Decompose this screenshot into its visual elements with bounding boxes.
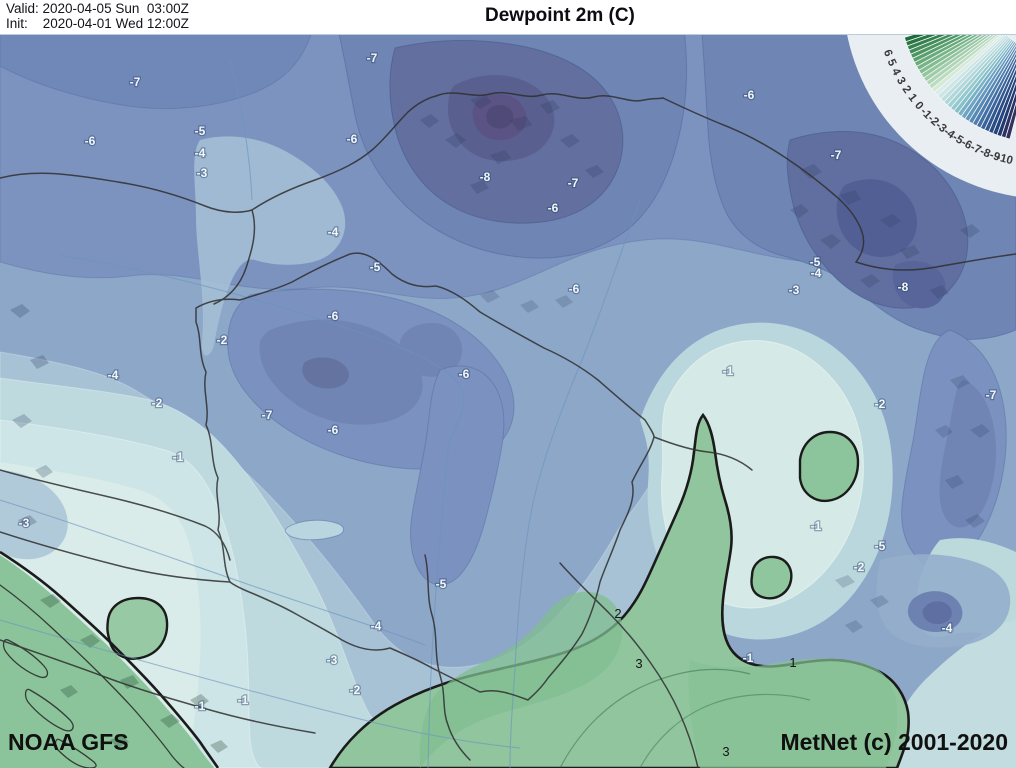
legend-value-label: -8 bbox=[978, 146, 992, 161]
contour-label: -4 bbox=[942, 621, 953, 635]
contour-label: -7 bbox=[262, 408, 273, 422]
contour-label: -1 bbox=[238, 693, 249, 707]
contour-label: -8 bbox=[480, 170, 491, 184]
contour-label: -6 bbox=[459, 367, 470, 381]
contour-labels: -7-5-6-4-3-7-6-4-8 -7-6-5-6-6-7-5-4-3 -8-6… bbox=[17, 50, 997, 759]
river-lines bbox=[0, 59, 641, 768]
contour-label: -4 bbox=[328, 225, 339, 239]
contour-label: -7 bbox=[831, 148, 842, 162]
contour-label: -5 bbox=[370, 260, 381, 274]
contour-label: -7 bbox=[130, 75, 141, 89]
contour-label: -6 bbox=[347, 132, 358, 146]
terrain-shading bbox=[10, 94, 990, 753]
legend-color-wedge bbox=[1000, 90, 1016, 139]
legend-color-wedge bbox=[964, 41, 1016, 122]
init-time-label: Init: 2020-04-01 Wed 12:00Z bbox=[6, 16, 189, 31]
legend-value-label: 3 bbox=[894, 75, 908, 87]
model-name-label: NOAA GFS bbox=[8, 729, 129, 755]
legend-color-wedge bbox=[988, 67, 1016, 135]
copyright-label: MetNet (c) 2001-2020 bbox=[780, 729, 1008, 755]
contour-label: -4 bbox=[195, 146, 206, 160]
legend-value-label: 5 bbox=[885, 57, 899, 68]
contour-label: 3 bbox=[635, 656, 642, 671]
legend-value-label: 4 bbox=[889, 66, 903, 78]
contour-label: -6 bbox=[328, 309, 339, 323]
contour-label: -1 bbox=[195, 699, 206, 713]
map-header: Valid: 2020-04-05 Sun 03:00Z Init: 2020-… bbox=[0, 0, 1016, 35]
legend-value-label: -10 bbox=[995, 152, 1014, 168]
valid-time-label: Valid: 2020-04-05 Sun 03:00Z bbox=[6, 1, 189, 16]
country-borders bbox=[0, 92, 1016, 768]
legend-value-label: 6 bbox=[881, 48, 894, 58]
contour-label: -1 bbox=[173, 450, 184, 464]
contour-label: -7 bbox=[986, 388, 997, 402]
contour-label: -4 bbox=[811, 266, 822, 280]
legend-color-wedge bbox=[968, 44, 1016, 125]
legend-color-wedge bbox=[984, 61, 1016, 133]
legend-value-label: -9 bbox=[988, 149, 1001, 164]
contour-label: -6 bbox=[569, 282, 580, 296]
legend-color-wedge bbox=[992, 73, 1016, 136]
contour-label: -5 bbox=[436, 577, 447, 591]
contour-label: -2 bbox=[875, 397, 886, 411]
contour-label: -3 bbox=[789, 283, 800, 297]
legend-value-label: -7 bbox=[968, 141, 982, 156]
contour-label: -7 bbox=[367, 51, 378, 65]
contour-label: -4 bbox=[371, 619, 382, 633]
contour-label: -3 bbox=[197, 166, 208, 180]
contour-label: -6 bbox=[328, 423, 339, 437]
legend-color-wedge bbox=[975, 52, 1016, 129]
contour-label: -2 bbox=[854, 560, 865, 574]
contour-label: -2 bbox=[217, 333, 228, 347]
contour-label: -2 bbox=[152, 396, 163, 410]
contour-label: 3 bbox=[722, 744, 729, 759]
contour-label: 1 bbox=[789, 655, 796, 670]
legend-value-label: -6 bbox=[959, 137, 974, 152]
contour-label: 2 bbox=[614, 606, 621, 621]
contour-label: -4 bbox=[108, 368, 119, 382]
contour-label: -3 bbox=[327, 653, 338, 667]
legend-color-wedge bbox=[1005, 101, 1016, 140]
contour-label: -7 bbox=[568, 176, 579, 190]
contour-label: -5 bbox=[875, 539, 886, 553]
positive-dewpoint-regions bbox=[0, 412, 910, 768]
contour-label: -1 bbox=[743, 651, 754, 665]
contour-label: -6 bbox=[548, 201, 559, 215]
contour-label: -1 bbox=[811, 519, 822, 533]
contour-label: -6 bbox=[85, 134, 96, 148]
legend-color-wedge bbox=[972, 48, 1016, 127]
contour-label: -8 bbox=[898, 280, 909, 294]
page-title: Dewpoint 2m (C) bbox=[485, 5, 635, 26]
contour-label: -5 bbox=[195, 124, 206, 138]
legend-color-wedge bbox=[996, 81, 1016, 138]
legend-color-wedge bbox=[979, 56, 1016, 131]
contour-label: -2 bbox=[350, 683, 361, 697]
contour-label: -6 bbox=[744, 88, 755, 102]
contour-label: -5 bbox=[810, 255, 821, 269]
contour-label: -3 bbox=[19, 516, 30, 530]
contour-label: -1 bbox=[723, 364, 734, 378]
